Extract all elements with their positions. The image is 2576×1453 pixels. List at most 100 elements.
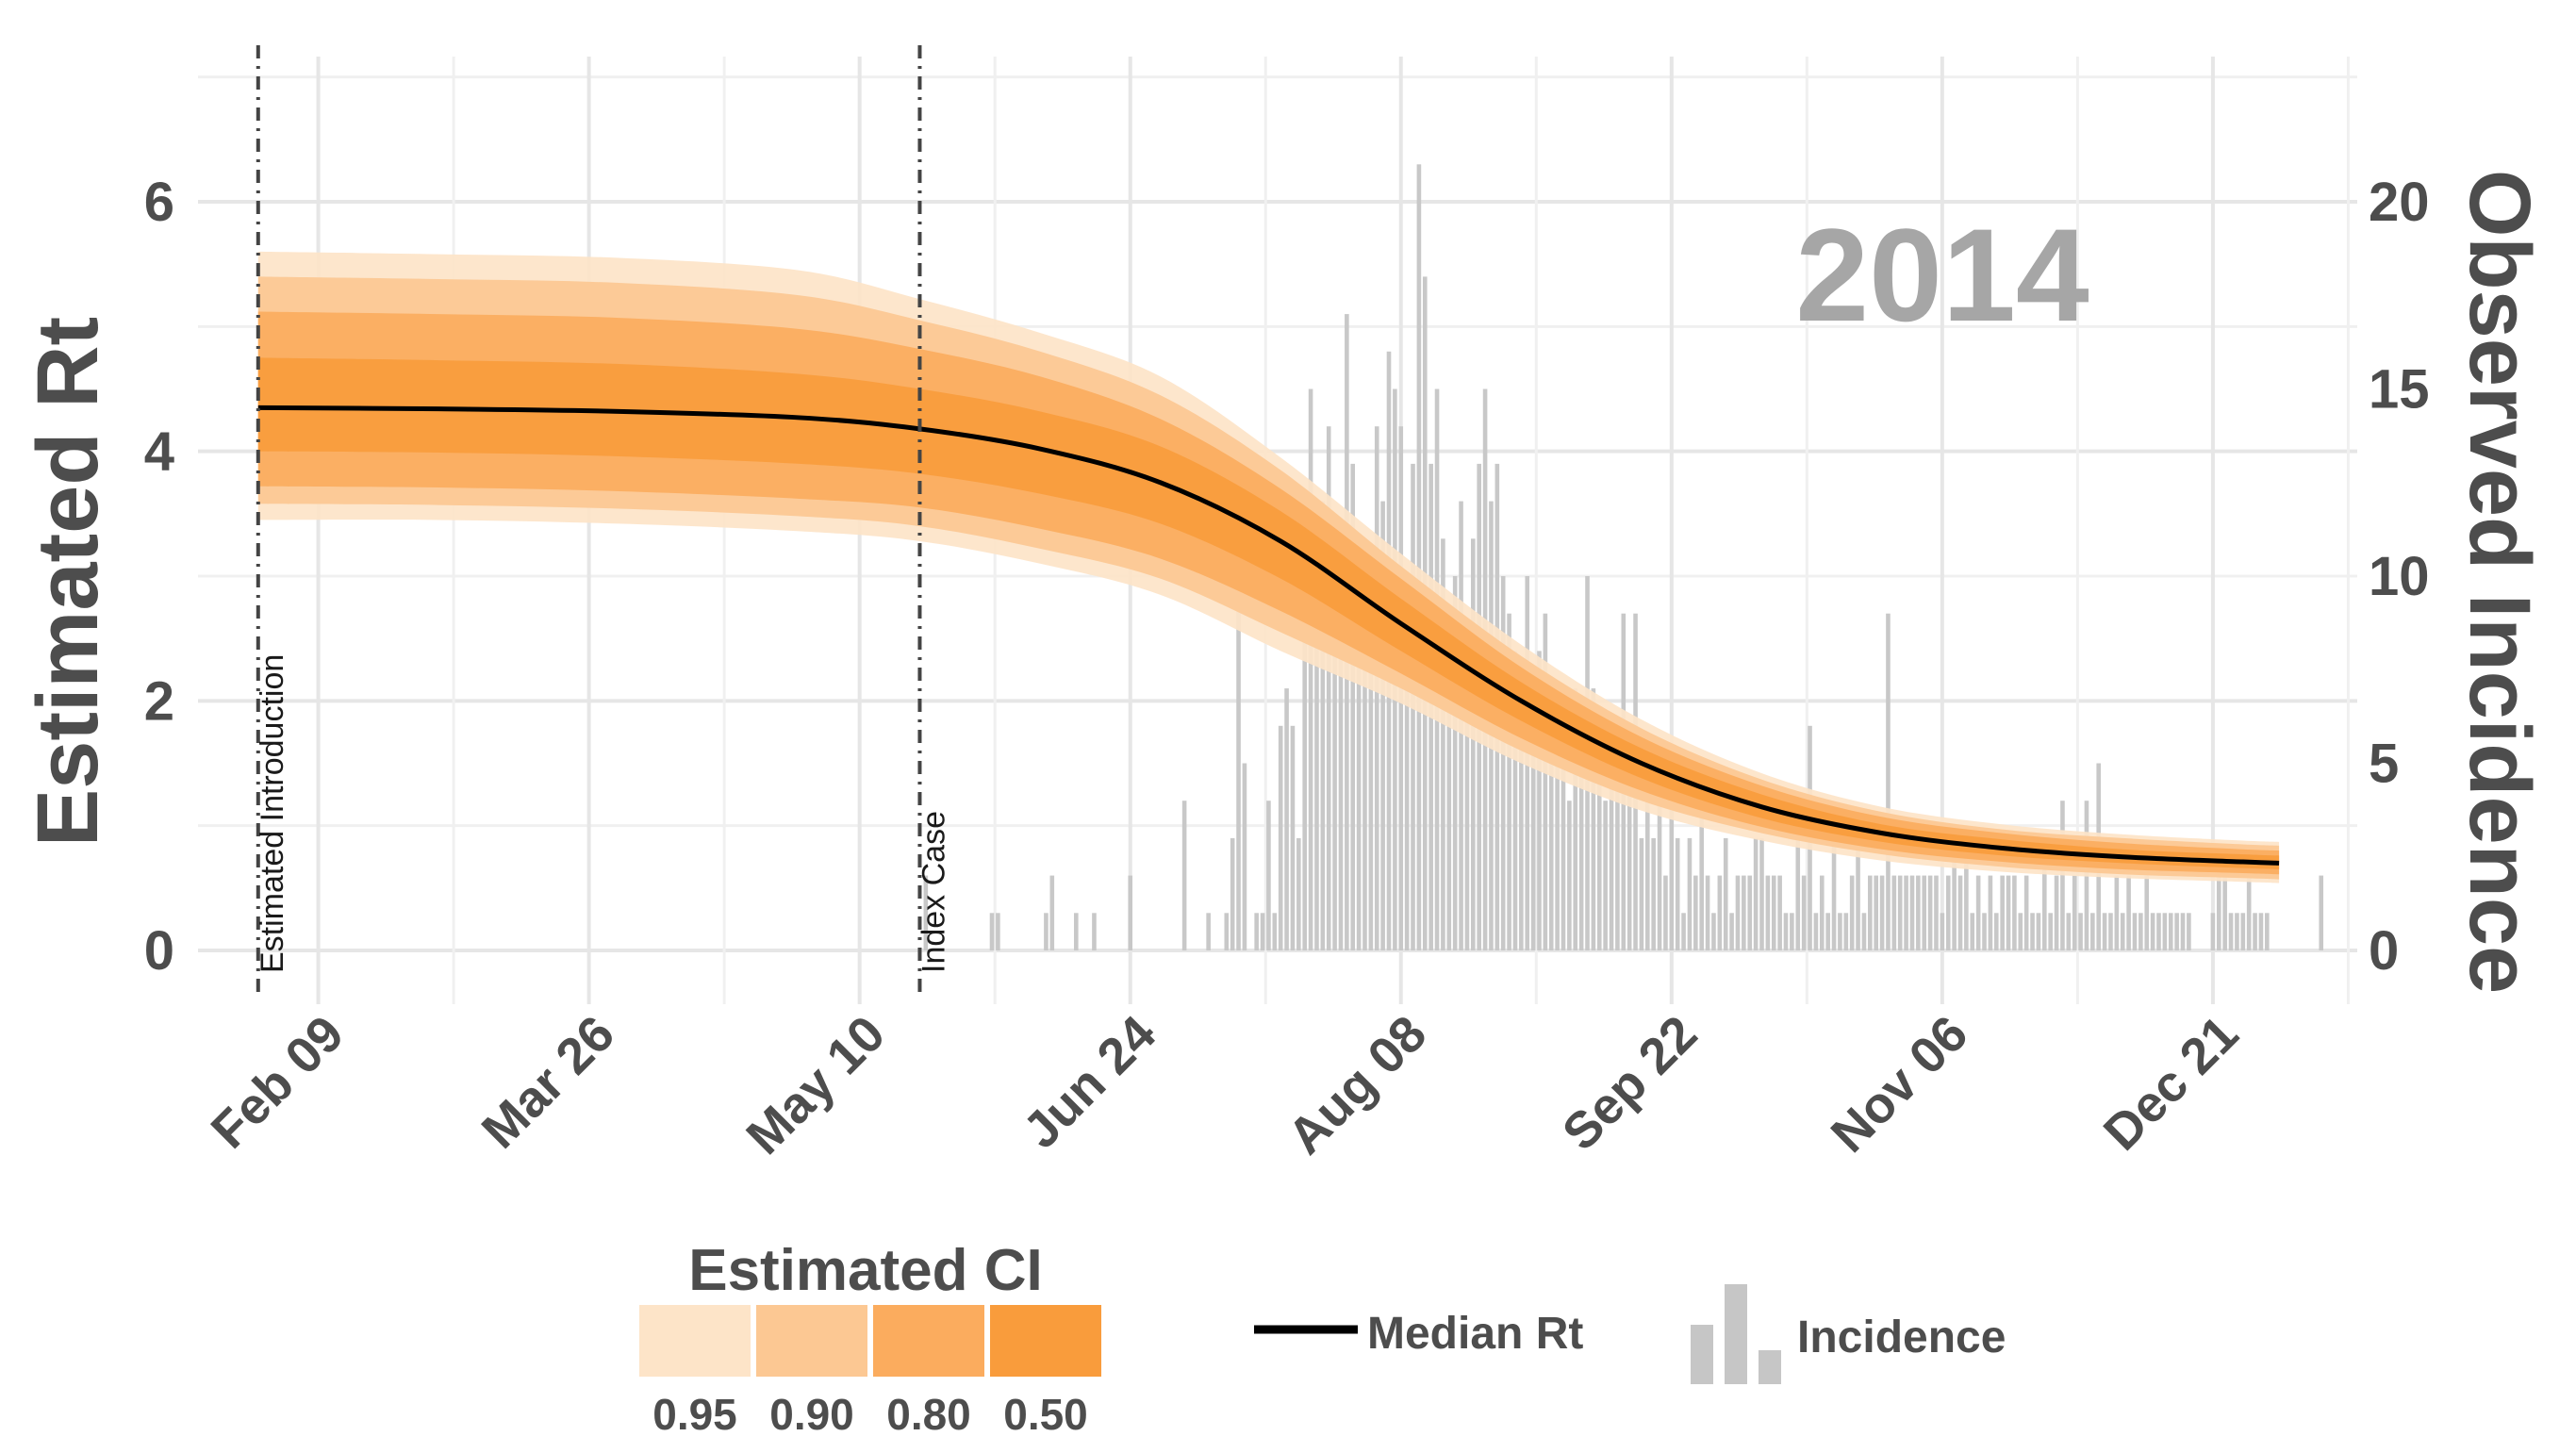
right-axis-ticks: 0 5 10 15 20 [2369,172,2430,982]
incidence-bar [1441,538,1445,950]
incidence-bar [1723,837,1728,950]
incidence-bar [1879,875,1885,950]
incidence-bar [1254,913,1259,950]
incidence-bar [1543,613,1548,950]
incidence-bar [1783,913,1789,950]
legend: Estimated CI 0.95 0.90 0.80 0.50 Median Rt … [639,1238,2006,1439]
event-lines: Estimated Introduction Index Case [255,45,951,999]
incidence-bar [1314,576,1319,950]
incidence-bar [2126,875,2131,950]
incidence-bar [1675,837,1680,950]
incidence-bar [2066,913,2072,950]
incidence-bar [1922,875,1927,950]
incidence-bar [1596,725,1602,950]
left-tick-label: 4 [144,421,174,483]
incidence-bar [1578,763,1584,950]
incidence-bar [2132,913,2138,950]
legend-ci-swatch [756,1305,867,1377]
incidence-bar [1669,801,1675,950]
incidence-bar [1927,875,1933,950]
median-rt-line [257,405,2280,866]
right-tick-label: 20 [2369,172,2430,233]
incidence-bar [1819,875,1825,950]
incidence-bar [2319,875,2324,950]
incidence-bar [1747,875,1753,950]
incidence-bar [1573,688,1578,950]
incidence-bar [1904,875,1908,950]
incidence-bar [1471,538,1476,950]
incidence-bar [1897,875,1903,950]
incidence-bar [989,913,995,950]
x-tick-label: Mar 26 [471,1005,625,1159]
incidence-bar [2235,913,2239,950]
x-tick-label: Jun 24 [1013,1005,1166,1159]
incidence-bar [1548,725,1554,950]
incidence-bar [2090,913,2095,950]
legend-ci-swatches: 0.95 0.90 0.80 0.50 [639,1305,1101,1439]
incidence-bar [1868,875,1873,950]
event-label-index-case: Index Case [916,811,951,973]
incidence-bar [1753,837,1759,950]
chart-title-year: 2014 [1795,201,2089,349]
incidence-bar [1771,875,1776,950]
incidence-bar [1356,576,1362,950]
incidence-bar [2054,875,2059,950]
incidence-bar [1181,801,1187,950]
incidence-bar [996,913,1000,950]
incidence-bar [1843,913,1849,950]
incidence-bar [1964,837,1969,950]
incidence-bar [1302,576,1308,950]
incidence-bar [1368,651,1374,950]
left-tick-label: 2 [144,670,174,732]
incidence-bar [2072,875,2077,950]
incidence-bar [1735,875,1741,950]
incidence-bar [1975,875,1981,950]
incidence-bar [2187,913,2191,950]
incidence-bar [1591,688,1596,950]
incidence-bar [2000,875,2005,950]
incidence-bar [1657,763,1662,950]
incidence-bar [2210,913,2216,950]
legend-ci-title: Estimated CI [688,1238,1043,1303]
incidence-bar [1982,913,1987,950]
incidence-bar [1891,875,1897,950]
incidence-bar [1206,913,1211,950]
incidence-bar [1825,913,1830,950]
incidence-bar [2030,913,2035,950]
x-tick-label: Nov 06 [1821,1005,1979,1164]
incidence-bar [1230,837,1235,950]
incidence-bar [1651,837,1656,950]
incidence-bar [2222,875,2227,950]
incidence-bar [1916,875,1921,950]
incidence-bar [2018,913,2023,950]
incidence-bar [1044,913,1049,950]
incidence-bar [2258,913,2264,950]
incidence-bar [1278,725,1283,950]
right-axis-title: Observed Incidence [2452,170,2548,994]
incidence-bar [2156,913,2161,950]
legend-ci-level: 0.50 [1003,1390,1088,1439]
incidence-bar [1693,875,1698,950]
incidence-bar [1074,913,1079,950]
legend-ci-swatch [639,1305,751,1377]
incidence-bar [2253,913,2257,950]
x-tick-label: Sep 22 [1552,1005,1709,1162]
legend-ci-swatch [990,1305,1101,1377]
right-tick-label: 10 [2369,546,2430,607]
incidence-bar [2216,875,2221,950]
incidence-bar [1615,725,1620,950]
incidence-bar [1663,875,1668,950]
x-tick-label: Dec 21 [2093,1005,2250,1162]
incidence-bar [1988,875,1993,950]
incidence-bar [1296,837,1301,950]
incidence-bar [1909,875,1915,950]
right-tick-label: 15 [2369,359,2430,421]
left-tick-label: 6 [144,172,174,233]
incidence-bar [2120,913,2125,950]
incidence-bar [1537,651,1542,950]
incidence-bar [2138,913,2143,950]
incidence-bar [1838,913,1842,950]
incidence-bar [1717,875,1723,950]
incidence-bar [1530,688,1536,950]
incidence-bar [1260,913,1265,950]
